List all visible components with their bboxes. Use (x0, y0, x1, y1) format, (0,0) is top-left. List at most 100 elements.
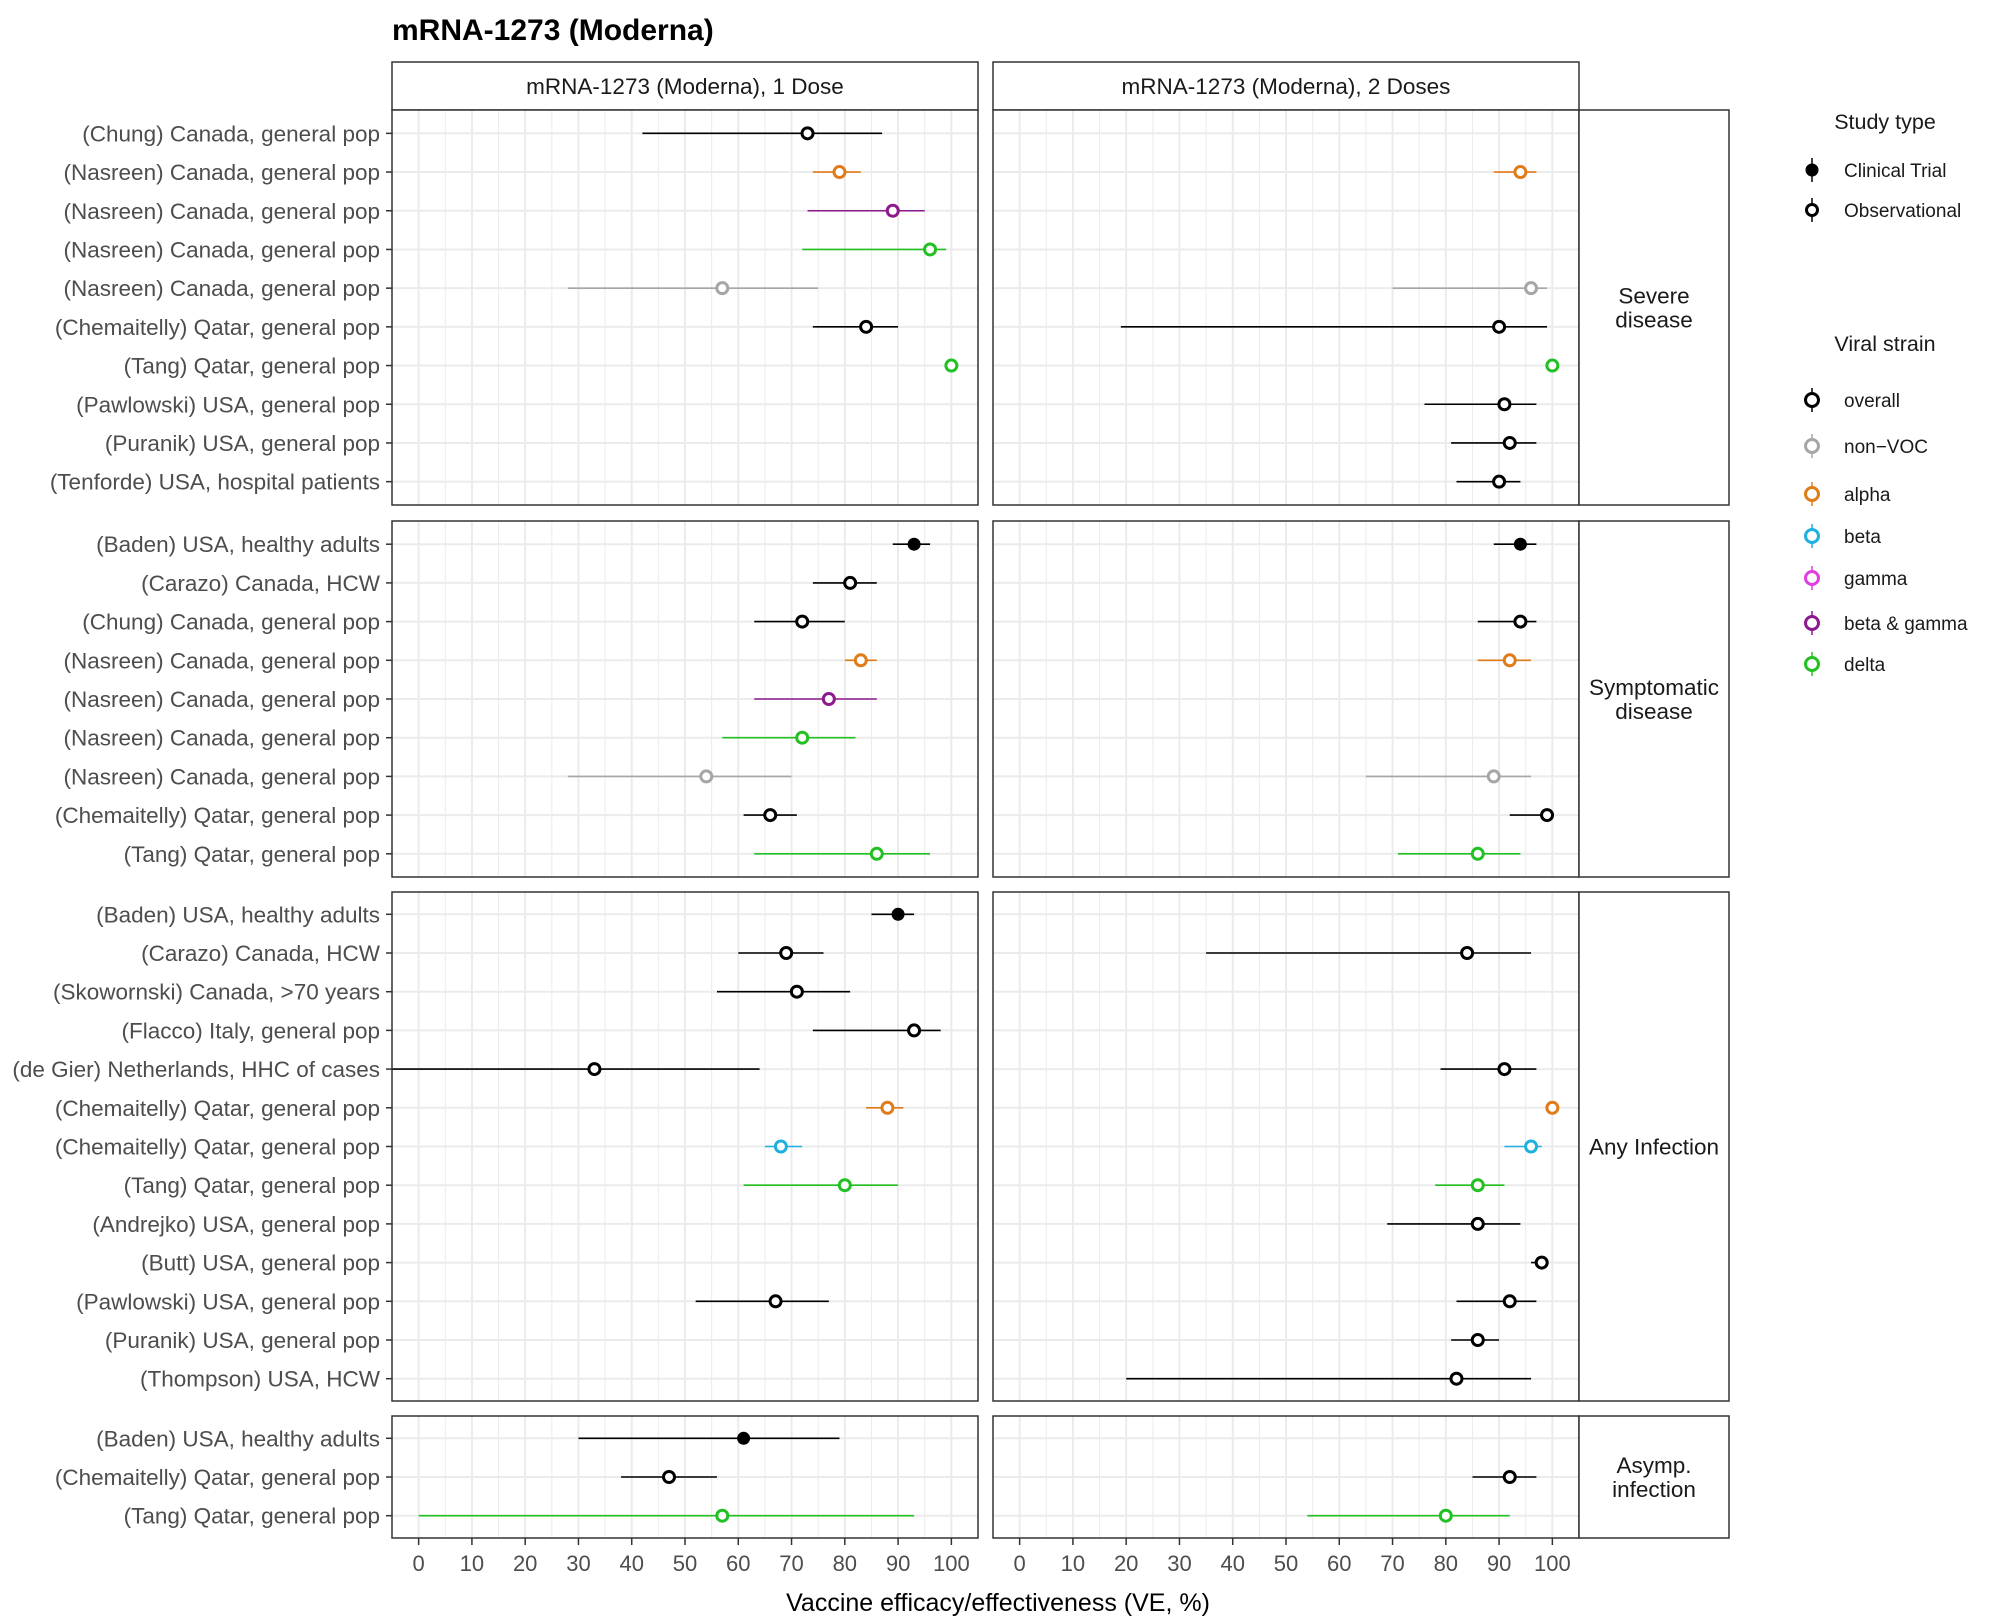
point-estimate (699, 769, 714, 784)
point-estimate (789, 984, 804, 999)
point-estimate (891, 907, 905, 921)
x-tick-label: 30 (566, 1551, 590, 1576)
point-estimate (1545, 358, 1560, 373)
point-estimate (1470, 846, 1485, 861)
y-tick-label: (Tenforde) USA, hospital patients (50, 470, 380, 495)
point-estimate (1497, 397, 1512, 412)
point-estimate (1513, 165, 1528, 180)
y-tick-label: (Chemaitelly) Qatar, general pop (55, 1465, 380, 1490)
x-tick-label: 100 (933, 1551, 970, 1576)
y-tick-label: (Baden) USA, healthy adults (96, 532, 380, 557)
y-tick-label: (Tang) Qatar, general pop (124, 842, 380, 867)
x-tick-label: 60 (1327, 1551, 1351, 1576)
column-header-label: mRNA-1273 (Moderna), 2 Doses (1122, 74, 1451, 99)
point-estimate (907, 537, 921, 551)
y-tick-label: (Baden) USA, healthy adults (96, 1426, 380, 1451)
point-estimate (944, 358, 959, 373)
y-tick-label: (Pawlowski) USA, general pop (76, 392, 380, 417)
point-estimate (859, 319, 874, 334)
y-tick-label: (Carazo) Canada, HCW (141, 571, 381, 596)
y-tick-label: (Thompson) USA, HCW (140, 1367, 381, 1392)
y-tick-label: (Nasreen) Canada, general pop (64, 160, 380, 185)
legend-title-viral-strain: Viral strain (1834, 332, 1935, 356)
x-tick-label: 10 (1061, 1551, 1085, 1576)
panel-border (391, 109, 979, 506)
legend-key-point (1805, 203, 1819, 217)
x-tick-label: 0 (1014, 1551, 1026, 1576)
y-tick-label: (Chemaitelly) Qatar, general pop (55, 315, 380, 340)
point-estimate (1449, 1371, 1464, 1386)
point-estimate (1460, 946, 1475, 960)
legend-key-point (1804, 392, 1820, 408)
y-tick-label: (Nasreen) Canada, general pop (64, 648, 380, 673)
y-tick-label: (Nasreen) Canada, general pop (64, 237, 380, 262)
y-tick-label: (Flacco) Italy, general pop (122, 1018, 380, 1043)
plot-layer: mRNA-1273 (Moderna), 1 Dose mRNA-1273 (Mo… (12, 61, 1968, 1576)
legend-strain-label: beta & gamma (1844, 614, 1968, 635)
point-estimate (773, 1139, 788, 1154)
y-tick-label: (Tang) Qatar, general pop (124, 1504, 380, 1529)
point-estimate (821, 692, 836, 706)
point-estimate (837, 1178, 852, 1193)
x-tick-label: 40 (1220, 1551, 1244, 1576)
point-estimate (1545, 1100, 1560, 1115)
legend-strain-label: delta (1844, 655, 1886, 676)
x-tick-label: 80 (833, 1551, 857, 1576)
y-tick-label: (Nasreen) Canada, general pop (64, 199, 380, 224)
point-estimate (587, 1062, 602, 1077)
row-strip (1578, 520, 1730, 878)
legend-strain-label: overall (1844, 391, 1900, 412)
legend-study-type-label: Observational (1844, 201, 1961, 222)
point-estimate (1438, 1508, 1453, 1523)
y-tick-label: (Chemaitelly) Qatar, general pop (55, 1096, 380, 1121)
point-estimate (1470, 1216, 1485, 1231)
y-tick-label: (Puranik) USA, general pop (105, 431, 380, 456)
point-estimate (1492, 319, 1507, 334)
y-tick-label: (Nasreen) Canada, general pop (64, 764, 380, 789)
legend-key-point (1805, 163, 1819, 177)
y-tick-label: (de Gier) Netherlands, HHC of cases (12, 1057, 380, 1082)
legend-title-study-type: Study type (1834, 110, 1936, 134)
point-estimate (1470, 1333, 1485, 1347)
point-estimate (1502, 653, 1517, 668)
x-tick-label: 70 (1380, 1551, 1404, 1576)
point-estimate (1497, 1062, 1512, 1077)
row-strip-label: Any Infection (1589, 1135, 1719, 1160)
y-tick-label: (Nasreen) Canada, general pop (64, 726, 380, 751)
y-tick-label: (Puranik) USA, general pop (105, 1328, 380, 1353)
x-tick-label: 20 (513, 1551, 537, 1576)
legend-key-point (1804, 528, 1820, 544)
legend-key-point (1804, 438, 1820, 454)
row-strip-label: Symptomatic (1589, 675, 1719, 700)
point-estimate (843, 575, 858, 590)
y-tick-label: (Nasreen) Canada, general pop (64, 687, 380, 712)
point-estimate (1502, 1294, 1517, 1309)
x-tick-label: 30 (1167, 1551, 1191, 1576)
column-header-strip (992, 61, 1580, 111)
legend-key-point (1804, 570, 1820, 586)
x-tick-label: 50 (1274, 1551, 1298, 1576)
x-tick-label: 90 (1487, 1551, 1511, 1576)
point-estimate (1513, 537, 1527, 551)
x-tick-label: 90 (886, 1551, 910, 1576)
x-tick-label: 100 (1534, 1551, 1571, 1576)
point-estimate (795, 614, 810, 629)
y-tick-label: (Chemaitelly) Qatar, general pop (55, 803, 380, 828)
point-estimate (763, 808, 778, 823)
y-tick-label: (Pawlowski) USA, general pop (76, 1289, 380, 1314)
legend-strain-label: gamma (1844, 569, 1908, 590)
legend-strain-label: beta (1844, 527, 1881, 548)
point-estimate (880, 1100, 895, 1115)
row-strip-label: Asymp. (1616, 1453, 1691, 1478)
point-estimate (1492, 474, 1507, 489)
point-estimate (1486, 769, 1501, 784)
chart-title: mRNA-1273 (Moderna) (392, 14, 714, 47)
y-tick-label: (Skowornski) Canada, >70 years (53, 980, 380, 1005)
y-tick-label: (Chung) Canada, general pop (82, 610, 380, 635)
point-estimate (800, 126, 815, 141)
x-tick-label: 20 (1114, 1551, 1138, 1576)
y-tick-label: (Andrejko) USA, general pop (92, 1212, 380, 1237)
y-tick-label: (Nasreen) Canada, general pop (64, 276, 380, 301)
y-tick-label: (Tang) Qatar, general pop (124, 354, 380, 379)
